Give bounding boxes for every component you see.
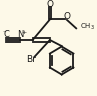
- Text: O: O: [46, 0, 53, 10]
- Text: CH$_3$: CH$_3$: [80, 22, 95, 32]
- Text: C: C: [4, 30, 10, 39]
- Text: ⁻: ⁻: [2, 30, 6, 36]
- Text: Br: Br: [26, 55, 36, 64]
- Text: +: +: [21, 30, 26, 35]
- Text: N: N: [17, 30, 24, 39]
- Text: O: O: [64, 12, 71, 21]
